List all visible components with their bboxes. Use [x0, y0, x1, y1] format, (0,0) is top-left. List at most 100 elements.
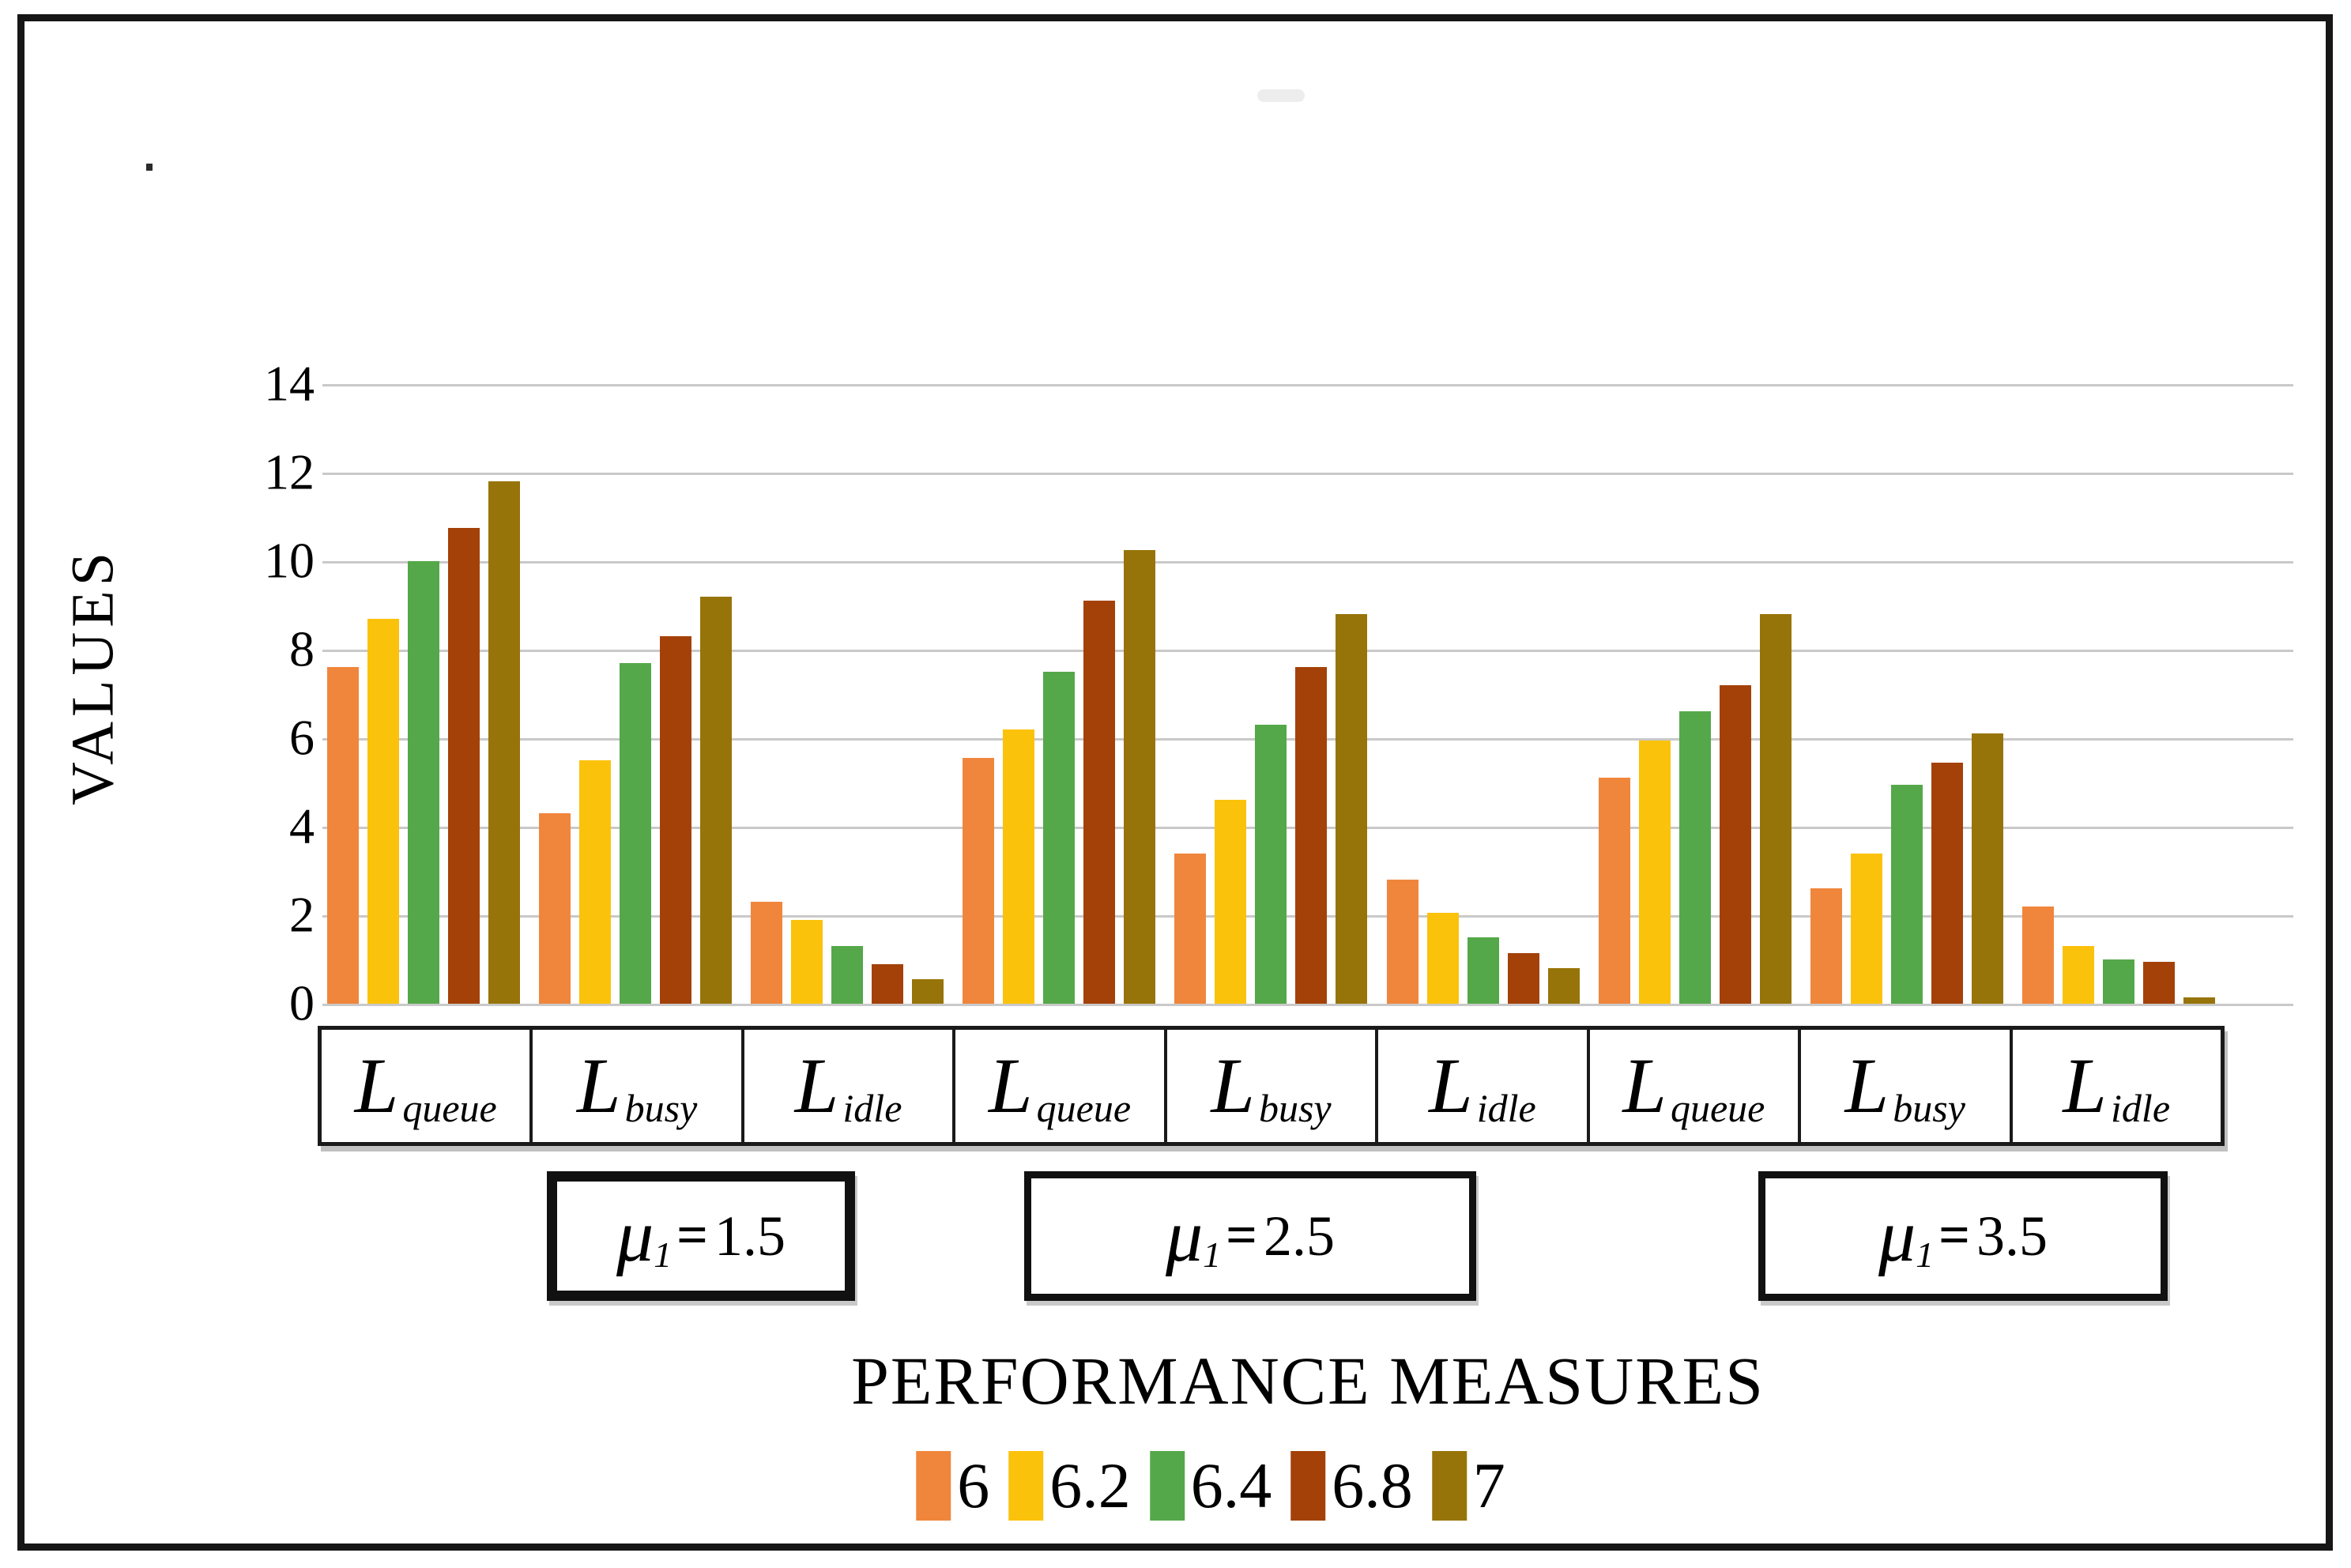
y-axis-title: VALUES: [59, 548, 126, 805]
legend-item-6.8: 6.8: [1290, 1451, 1413, 1521]
bar-idle-mu1.5-series6.4: [831, 946, 864, 1004]
bar-busy-mu1.5-series6.8: [660, 636, 692, 1004]
bar-busy-mu3.5-series7: [1971, 733, 2003, 1004]
y-tick-label-12: 12: [264, 443, 315, 500]
measure-label-main: L: [354, 1042, 399, 1129]
measure-label-subscript: queue: [402, 1086, 497, 1130]
bar-idle-mu1.5-series6.8: [872, 963, 904, 1004]
mu-equals: =: [1226, 1205, 1258, 1266]
bar-busy-mu3.5-series6.2: [1850, 853, 1882, 1004]
bar-idle-mu2.5-series6: [1386, 880, 1419, 1004]
gridline-y10: [322, 561, 2293, 564]
bar-queue-mu2.5-series7: [1124, 550, 1156, 1004]
mu-subscript: 1: [1916, 1234, 1935, 1275]
gridline-y0: [322, 1004, 2293, 1006]
bar-queue-mu1.5-series6.4: [408, 561, 440, 1004]
measure-label-subscript: queue: [1670, 1086, 1765, 1130]
bar-group-queue-mu2.5: [953, 384, 1165, 1004]
legend-swatch-6: [916, 1451, 951, 1521]
measure-label-main: L: [794, 1042, 839, 1129]
legend-item-6.2: 6.2: [1008, 1451, 1131, 1521]
bar-queue-mu1.5-series7: [488, 481, 521, 1004]
gridline-y12: [322, 473, 2293, 475]
legend-item-7: 7: [1431, 1449, 1505, 1521]
mu-equals: =: [1938, 1205, 1971, 1266]
bar-group-idle-mu3.5: [2013, 384, 2225, 1004]
y-tick-label-6: 6: [289, 709, 315, 766]
legend: 6 6.2 6.4 6.8 7: [916, 1451, 1505, 1521]
mu-symbol: μ: [616, 1195, 654, 1277]
bar-busy-mu3.5-series6.8: [1931, 762, 1963, 1004]
bar-queue-mu2.5-series6.2: [1003, 729, 1035, 1004]
bar-queue-mu3.5-series6.2: [1638, 740, 1671, 1004]
mu-subscript: 1: [1203, 1234, 1222, 1275]
bar-queue-mu1.5-series6: [327, 667, 360, 1004]
bar-busy-mu1.5-series7: [700, 596, 733, 1004]
measure-label-subscript: busy: [624, 1086, 698, 1130]
bar-queue-mu3.5-series6.4: [1678, 711, 1711, 1004]
bar-queue-mu2.5-series6: [963, 758, 995, 1004]
measure-label-subscript: idle: [2111, 1086, 2171, 1130]
legend-swatch-6.4: [1149, 1451, 1185, 1521]
bar-idle-mu1.5-series6: [751, 902, 783, 1004]
y-tick-label-0: 0: [289, 974, 315, 1031]
mu-box-1.5: μ 1 = 1.5: [547, 1171, 855, 1301]
y-tick-label-10: 10: [264, 532, 315, 589]
bar-busy-mu3.5-series6.4: [1890, 784, 1923, 1004]
legend-label-6.8: 6.8: [1332, 1449, 1413, 1521]
bar-idle-mu3.5-series7: [2183, 997, 2215, 1004]
x-axis-title: PERFORMANCE MEASURES: [851, 1343, 1765, 1419]
measure-label-subscript: queue: [1036, 1086, 1132, 1130]
bar-plot-area: [318, 384, 2225, 1004]
bar-queue-mu3.5-series6: [1598, 778, 1630, 1004]
bar-group-idle-mu1.5: [741, 384, 953, 1004]
bar-busy-mu2.5-series6: [1174, 853, 1207, 1004]
bar-idle-mu1.5-series6.2: [791, 919, 823, 1004]
bar-idle-mu3.5-series6.8: [2142, 961, 2175, 1004]
gridline-y14: [322, 384, 2293, 386]
bar-busy-mu2.5-series6.2: [1215, 800, 1247, 1004]
mu-box-3.5: μ 1 = 3.5: [1758, 1171, 2168, 1301]
bar-idle-mu3.5-series6: [2021, 906, 2054, 1004]
bar-queue-mu1.5-series6.8: [448, 528, 480, 1004]
bar-busy-mu1.5-series6: [539, 813, 571, 1004]
bar-group-idle-mu2.5: [1377, 384, 1589, 1004]
bar-queue-mu1.5-series6.2: [367, 618, 400, 1004]
y-tick-label-14: 14: [264, 355, 315, 412]
bar-idle-mu3.5-series6.4: [2102, 959, 2134, 1004]
mu-equals: =: [676, 1205, 709, 1266]
bar-busy-mu2.5-series7: [1336, 614, 1368, 1004]
measure-label-main: L: [1211, 1042, 1255, 1129]
mu-value: 2.5: [1264, 1204, 1336, 1268]
mu-value: 1.5: [714, 1204, 786, 1268]
mu-symbol: μ: [1878, 1195, 1916, 1277]
legend-label-7: 7: [1472, 1449, 1505, 1521]
bar-busy-mu1.5-series6.4: [620, 662, 652, 1004]
mu-box-2.5: μ 1 = 2.5: [1024, 1171, 1476, 1301]
legend-item-6.4: 6.4: [1149, 1449, 1272, 1521]
gridline-y8: [322, 650, 2293, 652]
mu-value: 3.5: [1976, 1204, 2048, 1268]
bar-group-busy-mu2.5: [1165, 384, 1377, 1004]
bar-group-queue-mu3.5: [1589, 384, 1801, 1004]
legend-label-6.4: 6.4: [1190, 1449, 1272, 1521]
y-tick-label-2: 2: [289, 886, 315, 943]
legend-label-6: 6: [957, 1449, 990, 1521]
scan-artifact-smudge: [1257, 89, 1305, 102]
bar-queue-mu3.5-series6.8: [1719, 684, 1751, 1004]
bar-idle-mu3.5-series6.2: [2062, 946, 2094, 1004]
measure-label-main: L: [1844, 1042, 1889, 1129]
measure-label-main: L: [577, 1042, 621, 1129]
bar-idle-mu2.5-series7: [1547, 968, 1580, 1004]
measure-label-subscript: busy: [1258, 1086, 1332, 1130]
bar-busy-mu1.5-series6.2: [579, 760, 612, 1004]
